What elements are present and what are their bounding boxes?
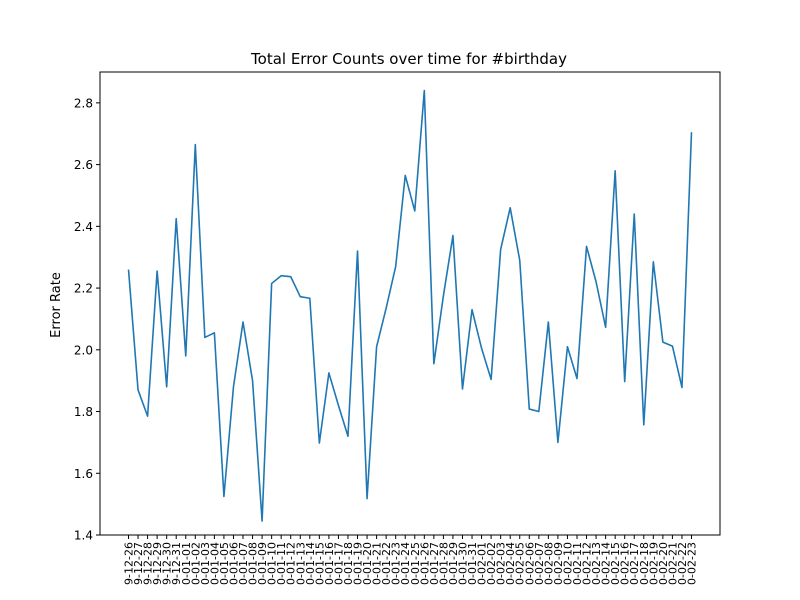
x-tick-label: 0-01-09 [256, 542, 269, 585]
y-tick-label: 2.4 [74, 220, 93, 234]
x-tick-label: 0-02-11 [571, 542, 584, 585]
y-tick-label: 2.2 [74, 282, 93, 296]
x-tick-label: 0-01-17 [332, 542, 345, 585]
x-tick-label: 0-01-02 [189, 542, 202, 585]
series-line [127, 89, 693, 522]
y-axis-label: Error Rate [49, 272, 64, 338]
x-tick-label: 9-12-27 [132, 542, 145, 585]
x-tick-label: 0-02-08 [542, 542, 555, 585]
x-tick-label: 0-02-22 [676, 542, 689, 585]
x-tick-label: 0-02-01 [476, 542, 489, 585]
x-tick-label: 0-02-16 [619, 542, 632, 585]
x-tick-label: 0-01-19 [352, 542, 365, 585]
x-tick-label: 0-02-06 [523, 542, 536, 585]
x-tick-label: 0-02-10 [561, 542, 574, 585]
x-tick-label: 0-01-30 [456, 542, 469, 585]
x-tick-label: 0-01-03 [199, 542, 212, 585]
x-tick-label: 0-02-14 [600, 542, 613, 585]
x-tick-label: 0-02-17 [628, 542, 641, 585]
x-tick-label: 0-01-10 [266, 542, 279, 585]
y-tick-label: 2.0 [74, 343, 93, 357]
x-tick-label: 0-02-21 [666, 542, 679, 585]
x-tick-label: 0-01-21 [371, 542, 384, 585]
x-tick-label: 9-12-28 [142, 542, 155, 585]
x-tick-label: 0-01-12 [285, 542, 298, 585]
x-tick-label: 0-01-31 [466, 542, 479, 585]
x-tick-label: 0-01-15 [313, 542, 326, 585]
x-tick-label: 0-01-27 [428, 542, 441, 585]
x-tick-label: 0-01-13 [294, 542, 307, 585]
x-tick-label: 0-01-18 [342, 542, 355, 585]
y-axis: 1.4 1.6 1.8 2.0 2.2 2.4 2.6 2.8 [74, 96, 100, 543]
y-tick-label: 2.6 [74, 158, 93, 172]
x-tick-label: 0-02-13 [590, 542, 603, 585]
x-tick-label: 0-01-06 [227, 542, 240, 585]
x-tick-label: 9-12-29 [151, 542, 164, 585]
x-tick-label: 0-01-14 [304, 542, 317, 585]
x-tick-label: 0-02-18 [638, 542, 651, 585]
x-tick-label: 9-12-30 [161, 542, 174, 585]
x-tick-label: 0-02-19 [647, 542, 660, 585]
x-tick-label: 0-02-09 [552, 542, 565, 585]
y-tick-label: 2.8 [74, 96, 93, 110]
x-tick-label: 0-02-12 [581, 542, 594, 585]
x-tick-label: 0-02-07 [533, 542, 546, 585]
plot-area-frame [99, 71, 721, 536]
x-tick-label: 0-02-20 [657, 542, 670, 585]
x-tick-label: 0-02-02 [485, 542, 498, 585]
x-tick-label: 0-01-28 [437, 542, 450, 585]
x-tick-label: 0-02-04 [504, 542, 517, 585]
x-tick-label: 0-01-26 [418, 542, 431, 585]
x-tick-label: 0-01-04 [208, 542, 221, 585]
x-tick-label: 9-12-31 [170, 542, 183, 585]
x-tick-label: 0-01-25 [409, 542, 422, 585]
x-tick-label: 0-01-11 [275, 542, 288, 585]
x-tick-label: 0-01-05 [218, 542, 231, 585]
x-tick-label: 0-01-07 [237, 542, 250, 585]
x-axis: 9-12-269-12-279-12-289-12-299-12-309-12-… [123, 535, 699, 585]
x-tick-label: 0-01-23 [390, 542, 403, 585]
x-tick-label: 0-01-16 [323, 542, 336, 585]
x-tick-label: 0-02-03 [495, 542, 508, 585]
y-tick-label: 1.8 [74, 405, 93, 419]
x-tick-label: 0-02-15 [609, 542, 622, 585]
x-tick-label: 0-01-08 [247, 542, 260, 585]
x-tick-label: 0-01-22 [380, 542, 393, 585]
x-tick-label: 0-02-05 [514, 542, 527, 585]
chart-title: Total Error Counts over time for #birthd… [250, 50, 567, 68]
x-tick-label: 0-01-24 [399, 542, 412, 585]
y-tick-label: 1.6 [74, 467, 93, 481]
x-tick-label: 0-01-20 [361, 542, 374, 585]
x-tick-label: 0-01-01 [180, 542, 193, 585]
y-tick-label: 1.4 [74, 529, 93, 543]
x-tick-label: 9-12-26 [123, 542, 136, 585]
x-tick-label: 0-01-29 [447, 542, 460, 585]
x-tick-label: 0-02-23 [686, 542, 699, 585]
